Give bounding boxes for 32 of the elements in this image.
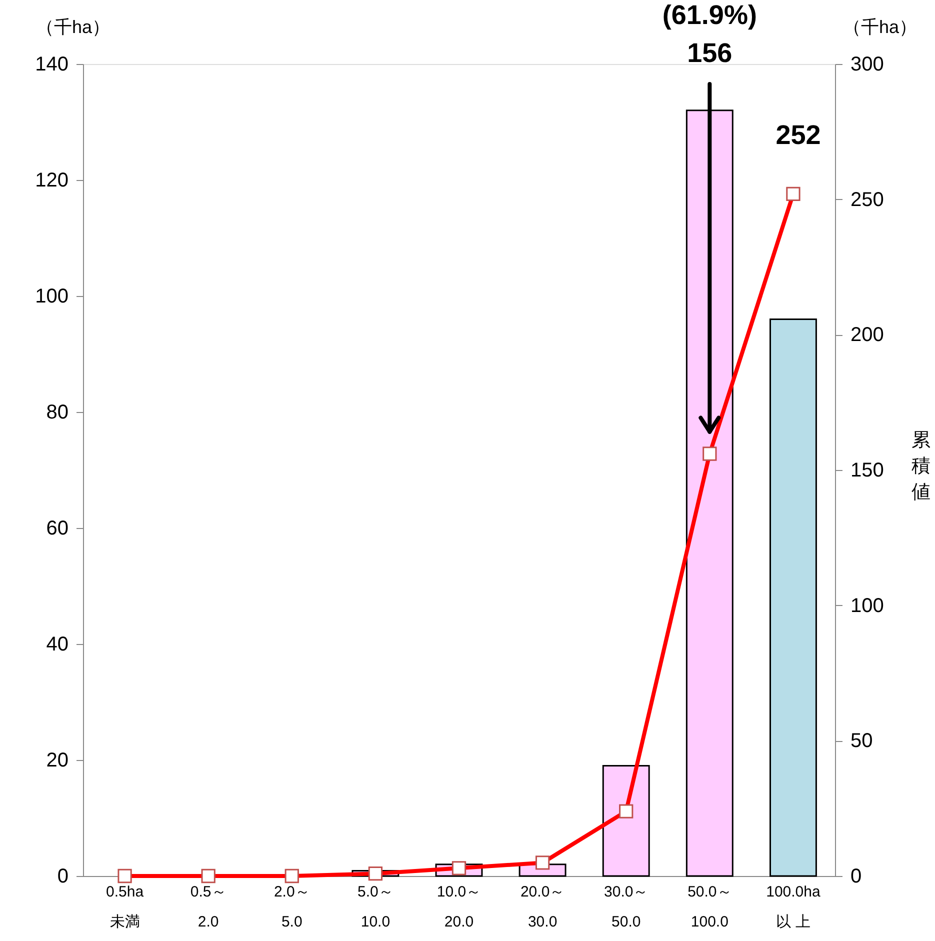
x-tick-label: 2.0～ 5.0 [274, 884, 310, 930]
y2-axis-title: 累積値 [912, 430, 930, 503]
y-tick-label: 20 [46, 750, 68, 772]
y-tick-label: 140 [35, 54, 68, 76]
y-tick-label: 40 [46, 634, 68, 656]
x-tick-label: 20.0～ 30.0 [520, 884, 565, 930]
bar [602, 765, 650, 877]
y2-tick-label: 300 [850, 54, 884, 76]
x-tick-label: 0.5ha 未満 [106, 884, 144, 930]
data-label: 252 [776, 120, 821, 150]
x-tick-label: 30.0～ 50.0 [604, 884, 648, 930]
x-tick-label: 5.0～ 10.0 [358, 884, 394, 930]
y-tick-label: 100 [35, 286, 68, 308]
y-axis-title: （千ha） [36, 17, 110, 37]
text: (61.9%) [662, 0, 757, 30]
x-tick-label: 100.0ha 以 上 [766, 884, 821, 930]
y-tick-label: 60 [46, 518, 68, 540]
bar [769, 318, 817, 877]
x-tick-label: 50.0～ 100.0 [688, 884, 732, 930]
y2-tick-label: 50 [850, 730, 873, 752]
annotation: 156 [687, 38, 732, 68]
text: （千ha） [842, 17, 918, 37]
y2-tick-label: 200 [850, 324, 884, 346]
y-tick-label: 0 [57, 866, 68, 888]
y-tick-label: 80 [46, 402, 68, 424]
y2-tick-label: 150 [850, 460, 884, 482]
y2-tick-label: 250 [850, 188, 884, 211]
x-tick-label: 0.5～ 2.0 [190, 884, 226, 930]
x-tick-label: 10.0～ 20.0 [436, 884, 482, 930]
y2-tick-label: 0 [850, 866, 862, 888]
y-tick-label: 120 [35, 170, 68, 192]
y2-tick-label: 100 [850, 594, 884, 617]
